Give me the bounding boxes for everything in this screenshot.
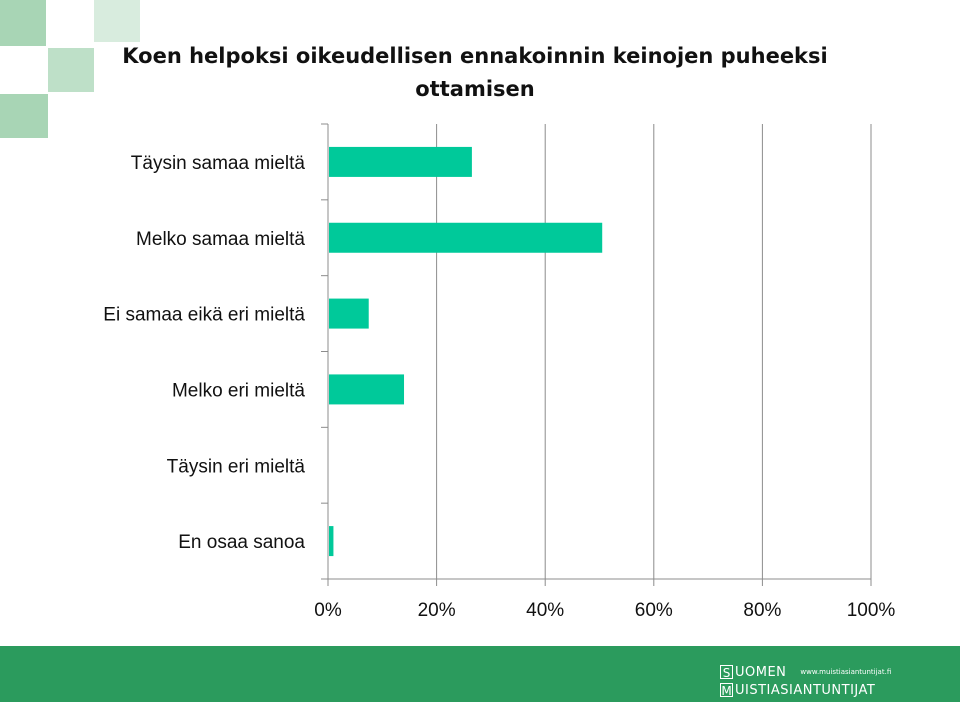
bar (329, 222, 603, 253)
x-tick-label: 40% (526, 600, 564, 621)
bar (329, 374, 405, 405)
y-category-label: Melko eri mieltä (172, 380, 305, 401)
y-category-label: Täysin eri mieltä (167, 456, 306, 477)
footer-bar (0, 646, 960, 702)
decor-square-3 (48, 48, 94, 92)
decor-square-2 (94, 0, 140, 42)
x-tick-label: 80% (743, 600, 781, 621)
y-category-label: En osaa sanoa (178, 532, 305, 553)
y-category-label: Melko samaa mieltä (136, 229, 305, 250)
logo-box-m: M (720, 683, 733, 698)
bar (329, 146, 472, 177)
x-tick-label: 0% (314, 600, 342, 621)
y-category-label: Ei samaa eikä eri mieltä (103, 305, 305, 326)
logo-word-suomen: UOMEN (735, 664, 787, 680)
logo-box-s: S (720, 665, 733, 680)
x-tick-label: 60% (635, 600, 673, 621)
y-category-label: Täysin samaa mieltä (131, 153, 306, 174)
bar (329, 526, 334, 557)
x-tick-label: 20% (418, 600, 456, 621)
logo-url: www.muistiasiantuntijat.fi (800, 668, 892, 676)
bar-chart: 0% 20% 40% 60% 80% 100% Täysin samaa mieltä Mel… (103, 123, 896, 621)
x-tick-label: 100% (847, 600, 896, 621)
decor-square-4 (0, 94, 48, 138)
decor-square-1 (0, 0, 46, 46)
logo: S UOMEN www.muistiasiantuntijat.fi M UIS… (720, 664, 950, 698)
chart-title: Koen helpoksi oikeudellisen ennakoinnin … (122, 44, 828, 101)
bar (329, 298, 369, 329)
logo-word-muistiasiantuntijat: UISTIASIANTUNTIJAT (735, 682, 876, 698)
